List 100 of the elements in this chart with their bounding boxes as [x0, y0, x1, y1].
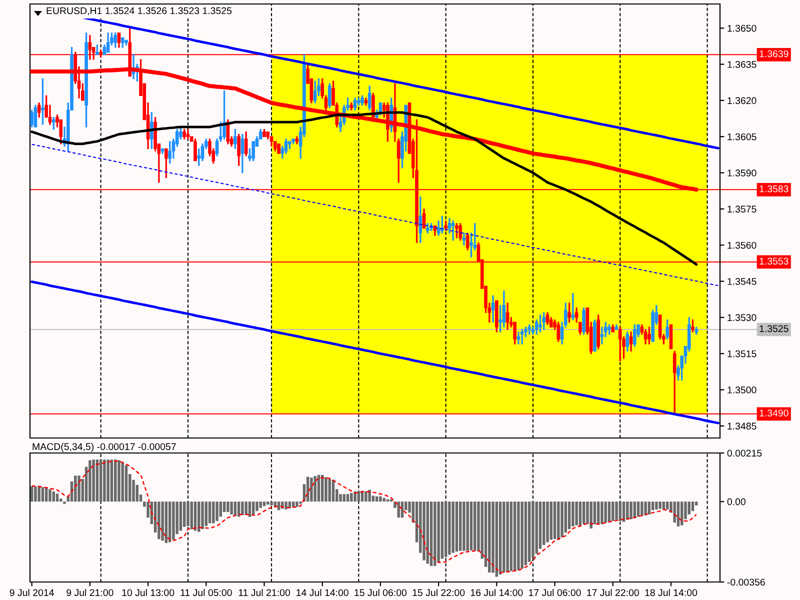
bar	[38, 486, 40, 502]
candlestick	[168, 141, 172, 164]
bar	[161, 502, 164, 541]
candlestick	[506, 302, 510, 330]
candlestick	[571, 292, 575, 320]
chart-title: EURUSD,H1 1.3524 1.3526 1.3523 1.3525	[46, 7, 232, 16]
ref-line-label: 1.3525	[760, 325, 788, 332]
candlestick	[96, 44, 99, 55]
bar	[44, 488, 48, 502]
bar	[474, 502, 476, 550]
bar	[466, 502, 469, 551]
bar	[440, 502, 444, 559]
candlestick	[240, 134, 244, 174]
candlestick	[350, 102, 354, 110]
candlestick	[106, 32, 110, 53]
ref-line-label: 1.3553	[760, 258, 788, 265]
bar	[198, 502, 200, 532]
candlestick	[538, 314, 542, 332]
candlestick	[150, 112, 154, 150]
candlestick	[41, 78, 44, 125]
bar	[397, 502, 400, 518]
y-tick-label: 1.3545	[728, 278, 756, 285]
bar	[640, 502, 644, 516]
bar	[364, 491, 368, 502]
candlestick	[222, 90, 226, 140]
candlestick	[418, 196, 422, 244]
bar	[455, 502, 458, 552]
candlestick	[426, 223, 430, 234]
candlestick	[114, 32, 117, 48]
line-series	[31, 144, 719, 286]
x-tick-label: 9 Jul 2014	[10, 588, 54, 596]
bar	[636, 502, 640, 517]
candlestick	[596, 314, 600, 350]
bar	[201, 502, 204, 530]
bar	[350, 492, 353, 502]
bar	[41, 487, 44, 502]
bar	[553, 502, 556, 540]
bar	[488, 502, 491, 573]
bar	[612, 502, 614, 521]
bar	[164, 502, 168, 543]
bar	[158, 502, 160, 540]
line-series	[31, 460, 698, 574]
candlestick	[669, 324, 673, 350]
bar	[354, 491, 356, 502]
candlestick	[451, 220, 455, 241]
bar	[452, 502, 454, 553]
y-tick-label: 0.00215	[727, 450, 762, 457]
y-tick-label: 1.3560	[728, 242, 756, 249]
x-tick-label: 11 Jul 05:00	[180, 588, 232, 596]
bar	[590, 502, 592, 528]
y-tick-label: 1.3620	[728, 97, 756, 104]
bar	[510, 502, 513, 572]
bar	[216, 502, 218, 521]
bar	[586, 502, 589, 524]
bar	[256, 502, 258, 512]
bar	[470, 502, 473, 550]
candlestick	[495, 300, 498, 332]
bar	[103, 460, 106, 502]
bar	[542, 502, 546, 545]
x-tick-label: 15 Jul 22:00	[412, 588, 465, 596]
bar	[658, 502, 662, 509]
bar	[502, 502, 506, 573]
bar	[600, 502, 604, 524]
candlestick	[194, 138, 197, 162]
bar	[575, 502, 578, 526]
bar	[524, 502, 528, 566]
bar	[430, 502, 433, 566]
candlestick	[629, 332, 633, 352]
bar	[324, 477, 328, 502]
bar	[266, 502, 270, 505]
bar	[219, 502, 222, 517]
candlestick	[694, 326, 698, 335]
bar	[648, 502, 651, 514]
x-tick-label: 14 Jul 14:00	[296, 588, 348, 596]
candlestick	[295, 136, 299, 144]
candlestick	[633, 324, 636, 347]
bar	[676, 502, 680, 526]
ref-line-label: 1.3583	[760, 185, 788, 192]
bar	[182, 502, 186, 527]
line-series	[30, 280, 720, 424]
candlestick	[516, 332, 520, 344]
candlestick	[458, 223, 462, 241]
y-tick-label: 1.3515	[728, 350, 756, 358]
candlestick	[182, 129, 186, 140]
bar	[310, 478, 313, 502]
candlestick	[368, 86, 372, 110]
candlestick	[164, 148, 168, 178]
bar	[244, 502, 248, 514]
bar	[630, 502, 632, 520]
candlestick	[546, 312, 550, 326]
y-tick-label: 1.3650	[728, 24, 756, 32]
ref-line-label: 1.3490	[760, 410, 788, 416]
bar	[204, 502, 208, 526]
x-tick-label: 11 Jul 21:00	[238, 588, 290, 596]
y-tick-label: 1.3500	[728, 386, 756, 394]
bar	[513, 502, 516, 572]
candlestick	[234, 129, 237, 150]
y-tick-label: 1.3530	[728, 314, 756, 322]
candlestick	[328, 83, 332, 108]
candlestick	[691, 320, 694, 332]
